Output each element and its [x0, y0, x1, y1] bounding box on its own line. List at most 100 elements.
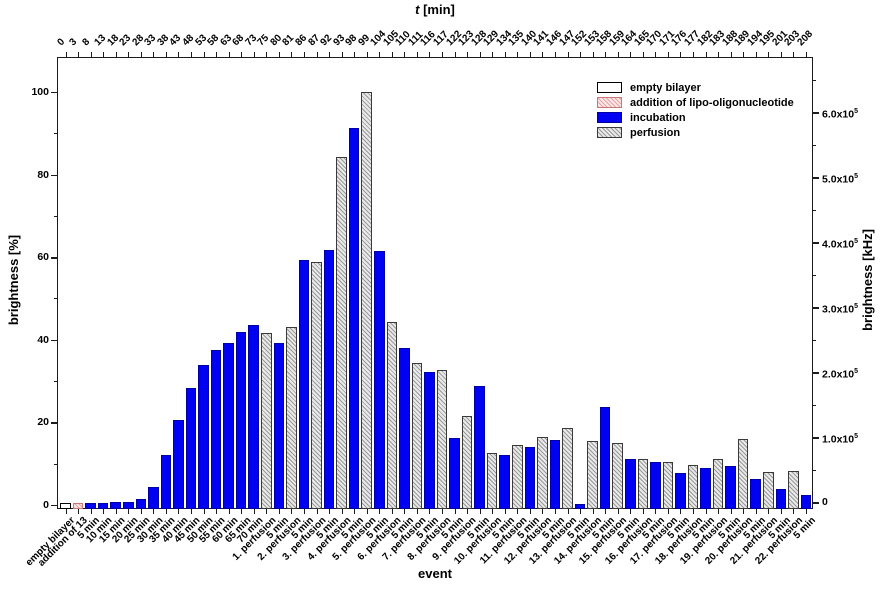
left-tick-label: 20 — [37, 416, 49, 429]
bottom-axis-tick — [165, 509, 167, 514]
bar-incubation — [700, 467, 711, 509]
bottom-axis-tick — [341, 509, 343, 514]
right-axis-major-tick — [813, 307, 819, 309]
bar-incubation — [549, 440, 561, 509]
bar-incubation — [624, 458, 636, 509]
bottom-axis-tick — [492, 509, 494, 514]
bottom-axis-tick — [278, 509, 280, 514]
bottom-axis-tick — [379, 509, 381, 514]
legend-item-addition: addition of lipo-oligonucleotide — [597, 95, 794, 110]
bar-perfusion — [537, 436, 548, 509]
right-axis-major-tick — [813, 177, 819, 179]
bar-perfusion — [486, 452, 498, 509]
bar-incubation — [223, 342, 234, 509]
bottom-axis-tick — [140, 509, 142, 514]
legend-swatch-incubation — [597, 112, 622, 123]
top-axis-tick — [605, 52, 607, 57]
bar-incubation — [499, 454, 511, 509]
top-axis-tick — [228, 52, 230, 57]
bottom-axis-tick — [178, 509, 180, 514]
bottom-axis-tick — [90, 509, 92, 514]
bar-perfusion — [737, 438, 749, 509]
left-axis-minor-tick — [54, 215, 57, 217]
bottom-axis-tick — [153, 509, 155, 514]
bottom-axis-title: event — [418, 566, 452, 581]
bottom-axis-tick — [391, 509, 393, 514]
bar-incubation — [399, 347, 410, 509]
left-axis-major-tick — [51, 422, 57, 424]
bar-incubation — [235, 331, 247, 509]
top-axis-tick — [642, 52, 644, 57]
top-axis-tick — [404, 52, 406, 57]
bar-incubation — [725, 466, 736, 509]
bottom-axis-tick — [780, 509, 782, 514]
top-axis-tick — [504, 52, 506, 57]
bar-incubation — [135, 498, 147, 509]
bottom-axis-tick — [580, 509, 582, 514]
bottom-axis-tick — [693, 509, 694, 514]
left-axis-minor-tick — [54, 133, 57, 135]
top-axis-tick — [354, 52, 356, 57]
legend: empty bilayer addition of lipo-oligonucle… — [597, 80, 794, 140]
bar-perfusion — [763, 471, 774, 509]
top-axis-tick — [203, 52, 205, 57]
top-axis-tick — [291, 52, 293, 57]
bar-perfusion — [361, 91, 372, 509]
right-axis-minor-tick — [813, 404, 816, 406]
legend-swatch-empty — [597, 82, 622, 93]
bottom-axis-tick — [191, 509, 192, 514]
right-tick-label: 2.0x105 — [822, 368, 859, 381]
left-axis-major-tick — [51, 257, 57, 259]
bar-incubation — [97, 502, 109, 509]
bar-perfusion — [662, 461, 674, 509]
top-axis-tick — [241, 52, 243, 57]
bottom-axis-tick — [241, 509, 243, 514]
top-axis-tick — [266, 52, 268, 57]
top-axis-tick — [780, 52, 782, 57]
bar-incubation — [474, 385, 485, 509]
right-axis-major-tick — [813, 437, 819, 439]
bar-incubation — [298, 259, 310, 509]
left-axis-title: brightness [%] — [6, 234, 21, 326]
left-axis-major-tick — [51, 91, 57, 94]
bottom-axis-tick — [103, 509, 105, 514]
bar-incubation — [160, 454, 172, 509]
bar-incubation — [148, 486, 159, 509]
bottom-axis-tick — [354, 509, 356, 514]
bar-perfusion — [286, 326, 297, 509]
top-axis-tick — [165, 52, 167, 57]
bar-incubation — [524, 447, 536, 509]
top-axis-tick — [617, 52, 619, 57]
bar-incubation — [800, 494, 812, 509]
bar-incubation — [248, 324, 260, 509]
bottom-axis-tick — [680, 509, 682, 514]
bottom-axis-tick — [291, 509, 293, 514]
top-axis-tick — [391, 52, 393, 57]
bar-incubation — [775, 488, 787, 509]
bottom-axis-tick — [303, 509, 305, 514]
bar-perfusion — [712, 459, 724, 509]
bar-perfusion — [261, 333, 272, 509]
top-axis-tick — [554, 52, 556, 57]
left-axis-minor-tick — [54, 381, 57, 382]
top-axis-tick — [416, 52, 418, 57]
bar-incubation — [110, 502, 121, 509]
right-axis-major-tick — [813, 112, 819, 114]
bar-perfusion — [436, 369, 448, 509]
bar-perfusion — [386, 321, 398, 509]
top-axis-title-unit: [min] — [423, 2, 455, 17]
top-axis-tick — [768, 52, 770, 57]
bottom-axis-tick — [605, 509, 607, 514]
top-axis-tick — [793, 52, 795, 57]
bottom-axis-tick — [203, 509, 205, 514]
top-axis-tick — [730, 52, 732, 57]
bottom-axis-tick — [517, 509, 519, 514]
bottom-axis-tick — [329, 509, 331, 514]
left-tick-label: 40 — [37, 333, 49, 346]
legend-label: empty bilayer — [630, 81, 701, 94]
bar-incubation — [323, 250, 335, 509]
bottom-axis-tick — [718, 509, 720, 514]
bottom-axis-tick — [416, 509, 418, 514]
bar-incubation — [424, 371, 435, 509]
